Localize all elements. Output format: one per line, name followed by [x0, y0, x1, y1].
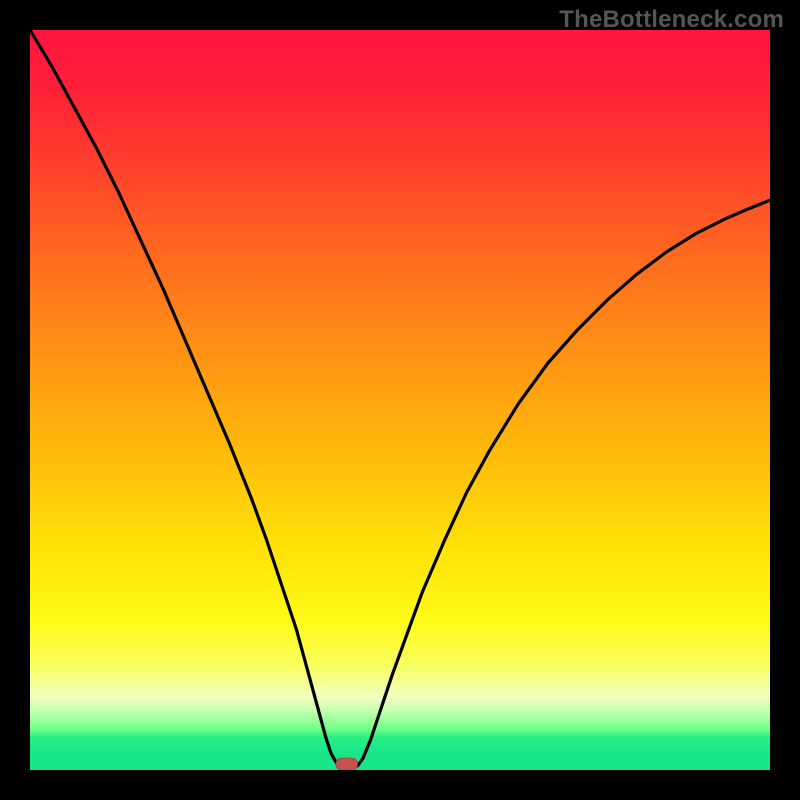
- optimal-marker: [336, 758, 358, 770]
- watermark-text: TheBottleneck.com: [559, 6, 784, 34]
- bottleneck-chart: [30, 30, 770, 770]
- gradient-background: [30, 30, 770, 770]
